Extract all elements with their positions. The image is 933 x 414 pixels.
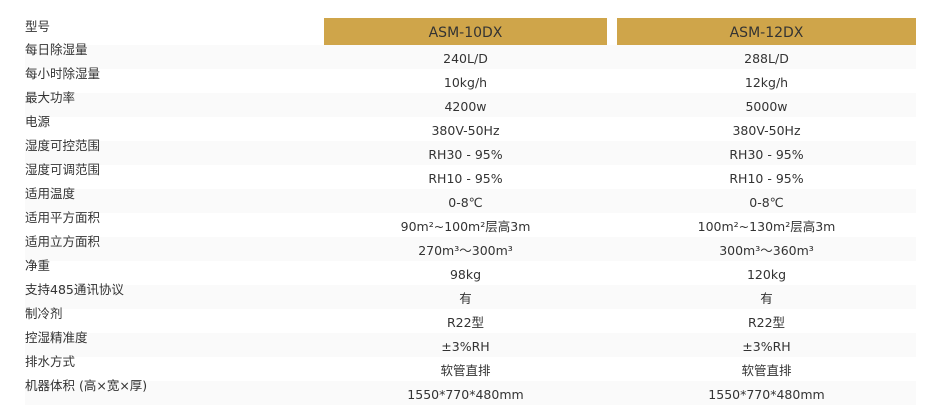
value-asm-10dx: 380V-50Hz — [431, 123, 500, 138]
row-label: 控湿精准度 — [25, 330, 88, 345]
row-label: 净重 — [25, 258, 51, 273]
value-asm-12dx: 288L/D — [744, 51, 789, 66]
value-asm-12dx: 5000w — [745, 99, 788, 114]
row-label: 支持485通讯协议 — [25, 282, 124, 297]
row-label: 制冷剂 — [25, 306, 63, 321]
value-asm-12dx: RH10 - 95% — [729, 171, 804, 186]
row-label: 最大功率 — [25, 90, 76, 105]
value-asm-12dx: 0-8℃ — [749, 195, 784, 210]
value-asm-12dx: 1550*770*480mm — [708, 387, 825, 402]
row-label: 每小时除湿量 — [25, 66, 101, 81]
table-row: 机器体积 (高×宽×厚) 1550*770*480mm 1550*770*480mm — [25, 378, 916, 405]
value-asm-12dx: RH30 - 95% — [729, 147, 804, 162]
header-row: 型号 ASM-10DX ASM-12DX — [25, 18, 916, 45]
row-label: 电源 — [25, 114, 51, 129]
table-row: 每日除湿量 240L/D 288L/D — [25, 42, 916, 69]
value-asm-10dx: 0-8℃ — [448, 195, 483, 210]
table-row: 湿度可控范围 RH30 - 95% RH30 - 95% — [25, 138, 916, 165]
value-asm-10dx: RH30 - 95% — [428, 147, 503, 162]
row-label: 排水方式 — [25, 354, 76, 369]
row-label: 适用温度 — [25, 186, 76, 201]
table-row: 适用温度 0-8℃ 0-8℃ — [25, 186, 916, 213]
value-asm-10dx: 10kg/h — [443, 75, 488, 90]
value-asm-10dx: 270m³～300m³ — [418, 243, 513, 258]
table-row: 适用平方面积 90m²~100m²层高3m 100m²~130m²层高3m — [25, 210, 916, 237]
value-asm-10dx: 软管直排 — [440, 363, 491, 378]
table-row: 控湿精准度 ±3%RH ±3%RH — [25, 330, 916, 357]
model-label: 型号 — [25, 19, 51, 34]
table-row: 适用立方面积 270m³～300m³ 300m³～360m³ — [25, 234, 916, 261]
value-asm-10dx: 1550*770*480mm — [407, 387, 524, 402]
value-asm-12dx: ±3%RH — [742, 339, 791, 354]
value-asm-12dx: 120kg — [746, 267, 787, 282]
row-label: 每日除湿量 — [25, 42, 88, 57]
value-asm-12dx: 300m³～360m³ — [719, 243, 814, 258]
value-asm-10dx: 90m²~100m²层高3m — [400, 219, 531, 234]
value-asm-12dx: 12kg/h — [744, 75, 789, 90]
spec-table: 型号 ASM-10DX ASM-12DX 每日除湿量 240L/D 288L/D 每小… — [25, 18, 916, 405]
value-asm-12dx: R22型 — [747, 315, 786, 330]
value-asm-10dx: 有 — [459, 291, 472, 306]
value-asm-10dx: RH10 - 95% — [428, 171, 503, 186]
value-asm-12dx: 100m²~130m²层高3m — [697, 219, 836, 234]
value-asm-12dx: 有 — [760, 291, 773, 306]
value-asm-12dx: 380V-50Hz — [732, 123, 801, 138]
model-asm-12dx: ASM-12DX — [617, 18, 916, 45]
table-row: 每小时除湿量 10kg/h 12kg/h — [25, 66, 916, 93]
table-row: 最大功率 4200w 5000w — [25, 90, 916, 117]
row-label: 湿度可控范围 — [25, 138, 101, 153]
value-asm-10dx: ±3%RH — [441, 339, 490, 354]
table-row: 净重 98kg 120kg — [25, 258, 916, 285]
value-asm-10dx: 240L/D — [443, 51, 488, 66]
table-row: 电源 380V-50Hz 380V-50Hz — [25, 114, 916, 141]
table-row: 排水方式软管直排 软管直排 — [25, 354, 916, 381]
table-row: 支持485通讯协议有 有 — [25, 282, 916, 309]
row-label: 机器体积 (高×宽×厚) — [25, 378, 148, 393]
table-row: 湿度可调范围 RH10 - 95% RH10 - 95% — [25, 162, 916, 189]
value-asm-10dx: 98kg — [449, 267, 482, 282]
value-asm-10dx: 4200w — [444, 99, 487, 114]
row-label: 湿度可调范围 — [25, 162, 101, 177]
model-asm-10dx: ASM-10DX — [324, 18, 607, 45]
value-asm-10dx: R22型 — [446, 315, 485, 330]
row-label: 适用立方面积 — [25, 234, 101, 249]
value-asm-12dx: 软管直排 — [741, 363, 792, 378]
row-label: 适用平方面积 — [25, 210, 101, 225]
table-row: 制冷剂 R22型 R22型 — [25, 306, 916, 333]
